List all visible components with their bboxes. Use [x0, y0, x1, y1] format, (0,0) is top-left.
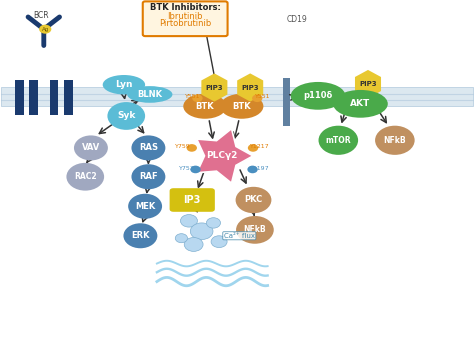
Circle shape	[211, 236, 227, 247]
Circle shape	[252, 94, 263, 102]
Text: NFkB: NFkB	[383, 136, 406, 145]
Text: Ca²⁺ flux: Ca²⁺ flux	[224, 233, 255, 239]
Ellipse shape	[66, 163, 104, 191]
FancyBboxPatch shape	[1, 88, 473, 106]
Text: Y753: Y753	[179, 166, 195, 170]
Polygon shape	[355, 70, 381, 98]
FancyBboxPatch shape	[143, 1, 228, 36]
Text: BLNK: BLNK	[137, 90, 162, 99]
Circle shape	[39, 25, 51, 34]
Circle shape	[248, 144, 258, 152]
Circle shape	[191, 223, 213, 240]
Circle shape	[175, 234, 188, 243]
Ellipse shape	[131, 135, 165, 160]
Text: PKC: PKC	[245, 196, 263, 204]
Text: Ibrutinib: Ibrutinib	[167, 12, 203, 21]
Text: Y1197: Y1197	[250, 166, 269, 170]
Text: Lyn: Lyn	[115, 80, 133, 89]
Text: Y551: Y551	[185, 94, 201, 99]
Ellipse shape	[236, 187, 272, 213]
Text: CD19: CD19	[286, 15, 307, 24]
Text: MEK: MEK	[135, 202, 155, 211]
Polygon shape	[197, 129, 253, 183]
Text: BCR: BCR	[34, 12, 49, 20]
Text: RAS: RAS	[139, 144, 158, 152]
Ellipse shape	[74, 135, 108, 160]
Text: RAC2: RAC2	[74, 172, 97, 181]
Text: BTK Inhibitors:: BTK Inhibitors:	[150, 4, 220, 13]
Circle shape	[187, 144, 197, 152]
Ellipse shape	[319, 126, 358, 155]
Text: Y1217: Y1217	[250, 144, 270, 149]
Circle shape	[184, 238, 203, 251]
Circle shape	[192, 94, 202, 102]
FancyBboxPatch shape	[64, 80, 73, 115]
Text: NFkB: NFkB	[244, 225, 266, 234]
Ellipse shape	[333, 90, 388, 118]
FancyBboxPatch shape	[50, 80, 58, 115]
Circle shape	[247, 166, 258, 173]
Circle shape	[181, 215, 197, 227]
Ellipse shape	[291, 82, 346, 110]
Ellipse shape	[220, 94, 264, 119]
Text: Syk: Syk	[117, 111, 136, 120]
Circle shape	[191, 166, 201, 173]
Text: PIP3: PIP3	[359, 81, 377, 87]
Ellipse shape	[236, 216, 274, 244]
Circle shape	[206, 218, 220, 228]
Text: Pirtobrutinib: Pirtobrutinib	[159, 20, 211, 28]
Ellipse shape	[108, 102, 145, 130]
Ellipse shape	[127, 86, 173, 103]
Ellipse shape	[131, 164, 165, 189]
Ellipse shape	[123, 223, 157, 248]
Ellipse shape	[183, 94, 227, 119]
Text: PLCγ2: PLCγ2	[206, 152, 237, 160]
Polygon shape	[237, 74, 263, 102]
Text: Y551: Y551	[255, 94, 270, 99]
Text: RAF: RAF	[139, 172, 158, 181]
Text: IP3: IP3	[183, 195, 201, 205]
Text: Ag: Ag	[42, 27, 49, 31]
Polygon shape	[201, 74, 228, 102]
Ellipse shape	[375, 126, 415, 155]
FancyBboxPatch shape	[283, 78, 290, 126]
FancyBboxPatch shape	[15, 80, 24, 115]
Text: Y759: Y759	[175, 144, 191, 149]
Ellipse shape	[128, 194, 162, 219]
Text: BTK: BTK	[232, 102, 251, 111]
Ellipse shape	[103, 75, 145, 94]
Text: AKT: AKT	[350, 99, 371, 108]
Text: mTOR: mTOR	[326, 136, 351, 145]
Text: VAV: VAV	[82, 144, 100, 152]
Text: p110δ: p110δ	[303, 91, 333, 100]
Text: PIP3: PIP3	[241, 84, 259, 91]
FancyBboxPatch shape	[29, 80, 37, 115]
Text: ERK: ERK	[131, 231, 150, 240]
Text: PIP3: PIP3	[206, 84, 223, 91]
FancyBboxPatch shape	[170, 188, 215, 212]
Text: BTK: BTK	[196, 102, 214, 111]
